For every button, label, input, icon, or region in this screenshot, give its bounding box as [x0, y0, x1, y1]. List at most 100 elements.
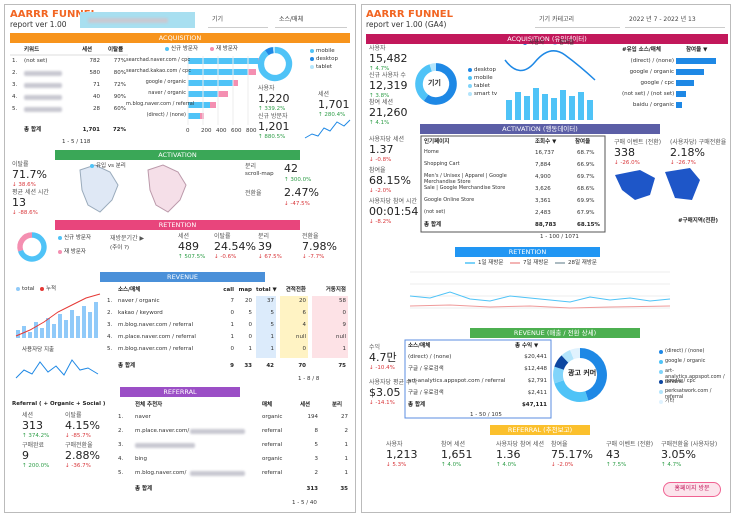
row-rank: 5. [107, 346, 113, 352]
legend-swatch [310, 57, 314, 61]
section-header: ACTIVATION [55, 150, 300, 160]
filter-dropdown[interactable]: 2022 년 7 - 2022 년 13 [625, 12, 725, 28]
row-conv: 2 [344, 428, 349, 434]
stat-label: 참여율 [369, 167, 386, 174]
decoration [560, 90, 566, 120]
row-name: m.blog.naver.com/ [135, 470, 187, 476]
stat-change: ↑ 280.4% [318, 112, 346, 118]
table-header: total ▼ [256, 287, 277, 293]
row-rate: 68.7% [577, 150, 595, 156]
decoration [82, 306, 86, 338]
section-header: ACTIVATION (행동데이터) [420, 124, 660, 134]
stat-value: 4.7만 [369, 351, 397, 364]
row-page: Shopping Cart [424, 161, 460, 167]
filter-dropdown[interactable]: 기기 [208, 12, 268, 28]
row-source: 구글 / 유료검색 [408, 366, 444, 372]
stat-value: 1,651 [441, 448, 473, 461]
total-value: 70 [298, 363, 306, 369]
legend-swatch [659, 390, 663, 394]
row-rate: 69.9% [577, 198, 595, 204]
row-rate: 66.9% [577, 162, 595, 168]
decoration [210, 102, 216, 108]
decoration [188, 80, 233, 86]
row-views: 3,626 [535, 186, 551, 192]
section-header: ACQUISITION [10, 33, 350, 43]
legend-item: total [22, 286, 35, 292]
stat-value: 338 [614, 146, 635, 159]
stat-label: 세션 [318, 91, 330, 98]
pagination: 1 - 50 / 105 [470, 412, 502, 418]
stat-label: 분리 [258, 233, 270, 240]
stat-label: 분리 [245, 163, 257, 170]
table-header: 키워드 [24, 47, 40, 53]
bar-decoration [676, 58, 716, 64]
row-sessions: 5 [314, 442, 319, 448]
stat-value: 13 [12, 196, 26, 209]
decoration [587, 100, 593, 120]
decoration [188, 113, 200, 119]
section-header: RETENTION [55, 220, 300, 230]
row-medium: referral [262, 428, 283, 434]
table-header: 세션 [300, 402, 311, 408]
axis-label: 600 [231, 128, 242, 134]
table-header: 참여율 [575, 139, 591, 145]
legend-item: tablet [316, 64, 333, 70]
filter-dropdown[interactable]: 소스/매체 [275, 12, 347, 28]
visit-button[interactable]: 홈페이지 방문 [663, 482, 721, 497]
decoration [46, 318, 50, 338]
stat-label: 사용자당 참여 시간 [369, 198, 417, 205]
legend-item: desktop [474, 67, 496, 73]
stat-change: ↑ 4.0% [441, 462, 462, 468]
stat-label: 참여율 [551, 441, 568, 448]
stat-change: ↑ 4.1% [369, 120, 390, 126]
report-subtitle: report ver 1.00 [10, 20, 67, 29]
donut-segment [554, 379, 589, 402]
total-sessions: 313 [306, 486, 318, 492]
stat-value: 12,319 [369, 79, 408, 92]
decoration [506, 100, 512, 120]
legend-item: (direct) / (none) [665, 348, 705, 354]
row-name: naver [135, 414, 151, 420]
total-label: 총 합계 [408, 402, 426, 408]
legend-swatch [40, 287, 44, 291]
total-conv: 35 [340, 486, 348, 492]
row-value: 20 [299, 298, 306, 304]
row-source: m.place.naver.com / referral [118, 334, 196, 340]
legend-swatch [165, 47, 169, 51]
row-views: 16,737 [535, 150, 555, 156]
row-value: 0 [248, 322, 253, 328]
decoration [147, 164, 187, 213]
row-rank: 3. [107, 322, 113, 328]
stat-value: 1.37 [369, 143, 394, 156]
stat-change: ↑ 880.5% [258, 134, 286, 140]
decoration [248, 69, 256, 75]
row-medium: organic [262, 456, 283, 462]
donut-segment [429, 63, 437, 72]
donut-segment [553, 366, 564, 384]
stat-change: ↓ 38.6% [12, 182, 36, 188]
row-value: 0 [230, 310, 235, 316]
decoration [504, 50, 596, 81]
donut-segment [18, 232, 47, 262]
row-sessions: 71 [93, 82, 100, 88]
row-value: null [295, 334, 306, 340]
row-source: kakao / keyword [118, 310, 163, 316]
map-legend: 유입 vs 분리 [96, 163, 126, 169]
row-source: m.blog.naver.com / referral [118, 322, 193, 328]
legend-item: mobile [474, 75, 493, 81]
row-value: 4 [302, 322, 307, 328]
redacted [135, 443, 195, 448]
legend-swatch [90, 164, 94, 168]
row-value: null [335, 334, 346, 340]
filter-dropdown[interactable]: 기기 카테고리 [535, 12, 620, 28]
stat-change: ↓ -8.2% [369, 219, 392, 225]
legend-item: google / cpc [665, 378, 696, 384]
row-conv: 1 [344, 470, 349, 476]
left-report [4, 4, 356, 513]
redacted [24, 107, 62, 112]
row-value: 0 [302, 346, 307, 352]
donut-segment [415, 64, 433, 101]
stat-change: ↑ 4.0% [496, 462, 517, 468]
row-views: 7,884 [535, 162, 551, 168]
